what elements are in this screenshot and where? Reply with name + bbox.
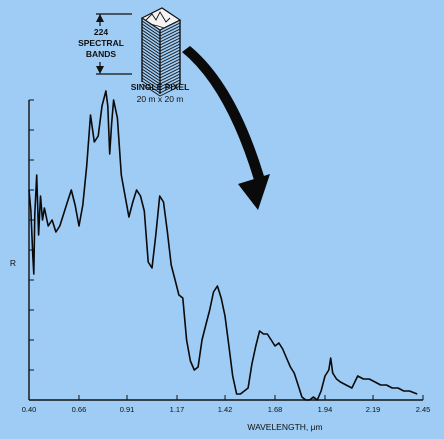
pixel-label-line1: SINGLE PIXEL — [131, 82, 190, 92]
x-tick-label: 2.19 — [366, 405, 381, 414]
x-tick-label: 0.40 — [22, 405, 37, 414]
x-tick-label: 0.91 — [120, 405, 135, 414]
x-tick-label: 1.68 — [268, 405, 283, 414]
pixel-label-line2: 20 m x 20 m — [137, 94, 184, 104]
band-layer — [141, 83, 181, 97]
x-axis-label: WAVELENGTH, μm — [247, 422, 322, 432]
x-tick-label: 1.42 — [218, 405, 233, 414]
x-tick-label: 1.94 — [318, 405, 333, 414]
reflectance-chart: 0.40 0.66 0.91 1.17 1.42 1.68 1.94 2.19 2.45 R W… — [10, 90, 431, 432]
x-tick-label: 1.17 — [170, 405, 185, 414]
y-axis-label: R — [10, 258, 16, 268]
bands-label-line3: BANDS — [86, 49, 117, 59]
curved-arrow-icon — [182, 46, 270, 210]
bands-label-line1: 224 — [94, 27, 108, 37]
bands-label-line2: SPECTRAL — [78, 38, 124, 48]
series-line — [28, 90, 418, 401]
x-tick-label: 0.66 — [72, 405, 87, 414]
image-cube-icon — [140, 7, 182, 97]
x-tick-label: 2.45 — [416, 405, 431, 414]
